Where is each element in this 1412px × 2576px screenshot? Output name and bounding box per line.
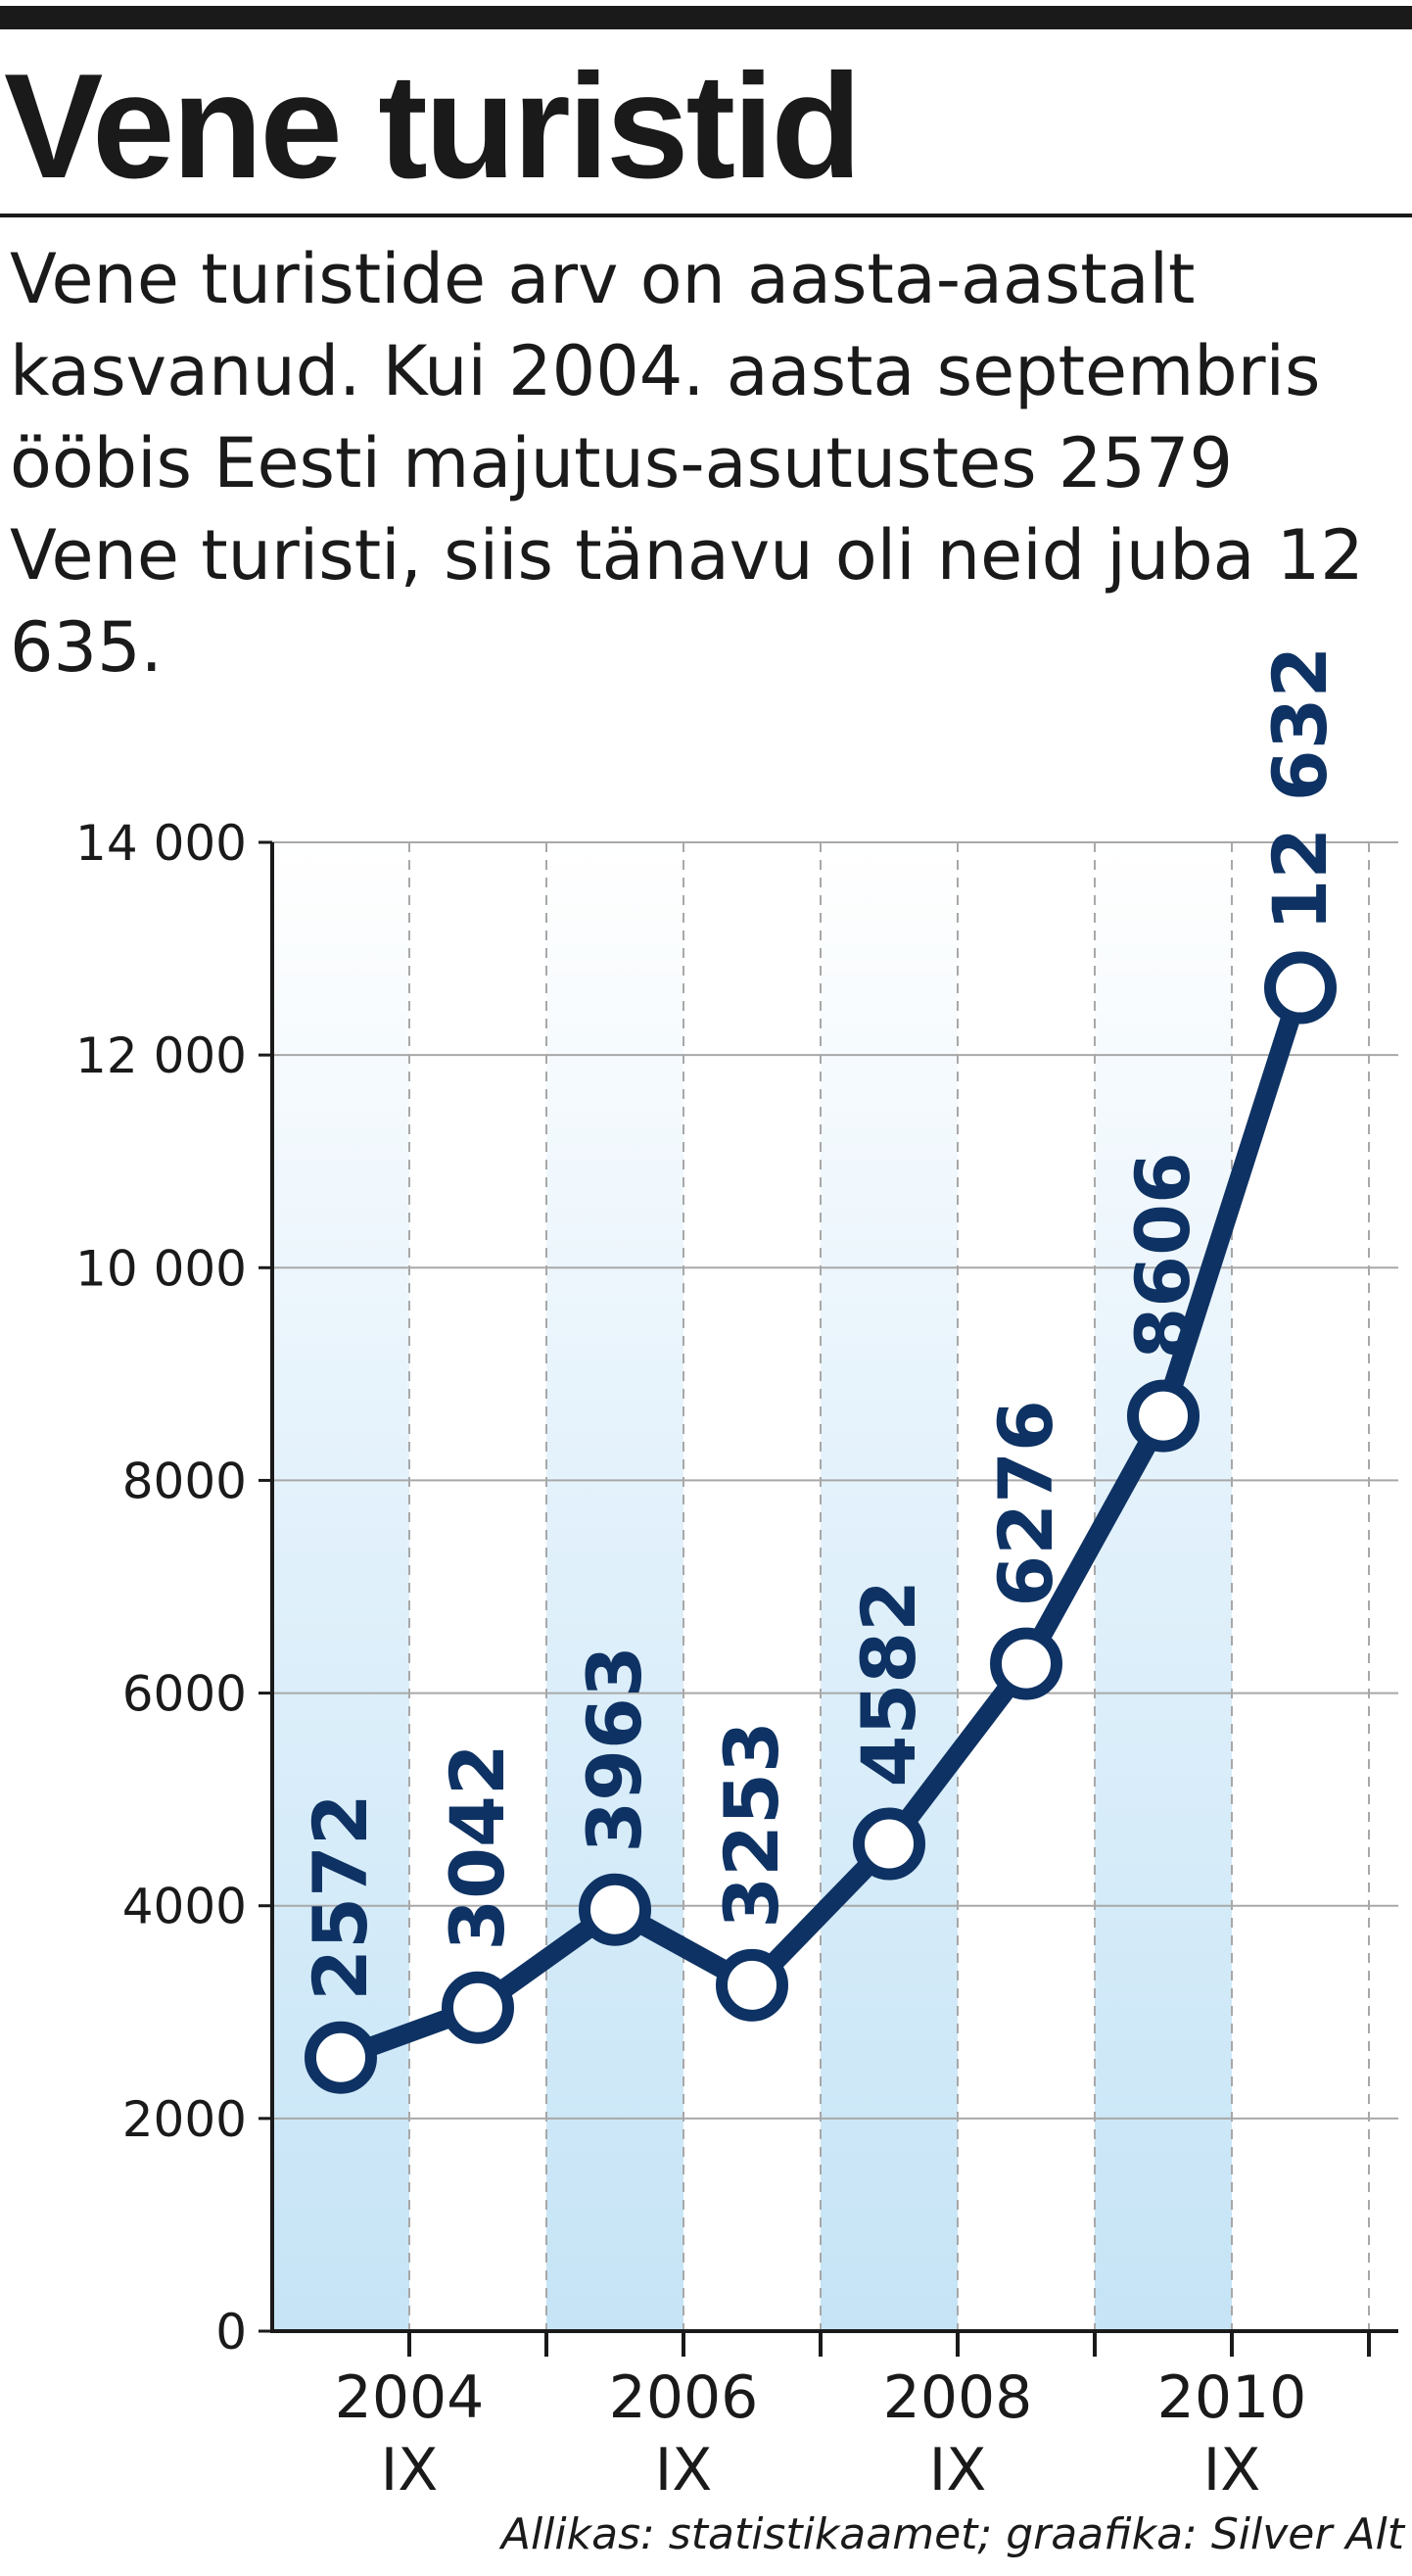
y-tick-label: 0 [215, 2304, 247, 2361]
shaded-band-2006 [546, 842, 683, 2331]
data-label-2009: 6276 [982, 1400, 1069, 1607]
data-label-2005: 3042 [434, 1743, 521, 1951]
data-label-2011: 12 632 [1256, 646, 1343, 931]
gridlines [272, 841, 1398, 2331]
data-point-2005 [442, 1971, 514, 2044]
data-point-2011 [1264, 951, 1337, 1025]
data-point-2007 [716, 1948, 788, 2022]
y-tick-label: 6000 [122, 1666, 247, 1723]
y-tick-label: 2000 [122, 2091, 247, 2148]
y-tick-label: 4000 [122, 1879, 247, 1935]
chart-title: Vene turistid [4, 43, 862, 210]
x-tick-label-year: 2006 [609, 2363, 759, 2432]
chart-description: Vene turistide arv on aasta-aastalt kasv… [10, 239, 1364, 688]
top-rule [0, 6, 1412, 29]
x-tick-label-month: IX [929, 2436, 987, 2504]
title-divider [0, 214, 1412, 217]
shaded-band-2010 [1095, 842, 1232, 2331]
data-label-2008: 4582 [845, 1580, 932, 1788]
y-tick-label: 12 000 [75, 1027, 247, 1084]
data-label-2004: 2572 [297, 1793, 384, 2001]
y-tick-label: 10 000 [75, 1240, 247, 1297]
shaded-band-2008 [821, 842, 958, 2331]
data-label-2010: 8606 [1119, 1152, 1206, 1360]
data-point-2004 [305, 2021, 377, 2094]
data-labels: 2572 3042 3963 3253 4582 6276 8606 12 632 [297, 646, 1343, 2001]
data-point-2008 [853, 1807, 925, 1881]
x-tick-label-month: IX [1203, 2436, 1261, 2504]
x-tick-label-month: IX [381, 2436, 439, 2504]
series-line [305, 951, 1337, 2094]
x-tick-label-year: 2004 [335, 2363, 485, 2432]
shaded-bands [272, 842, 1232, 2331]
data-label-2007: 3253 [708, 1721, 795, 1929]
data-point-2006 [579, 1873, 651, 1946]
y-tick-label: 8000 [122, 1453, 247, 1509]
x-tick-label-year: 2010 [1157, 2363, 1307, 2432]
source-credit: Allikas: statistikaamet; graafika: Silve… [500, 2509, 1404, 2559]
axes [270, 842, 1398, 2357]
data-point-2009 [990, 1627, 1062, 1700]
x-tick-label-month: IX [655, 2436, 713, 2504]
data-point-2010 [1127, 1379, 1200, 1453]
data-label-2006: 3963 [571, 1646, 658, 1853]
shaded-band-2004 [272, 842, 409, 2331]
y-tick-label: 14 000 [75, 815, 247, 872]
y-axis-ticks: 0 2000 4000 6000 8000 10 000 12 000 14 000 [75, 815, 272, 2361]
x-tick-label-year: 2008 [883, 2363, 1033, 2432]
